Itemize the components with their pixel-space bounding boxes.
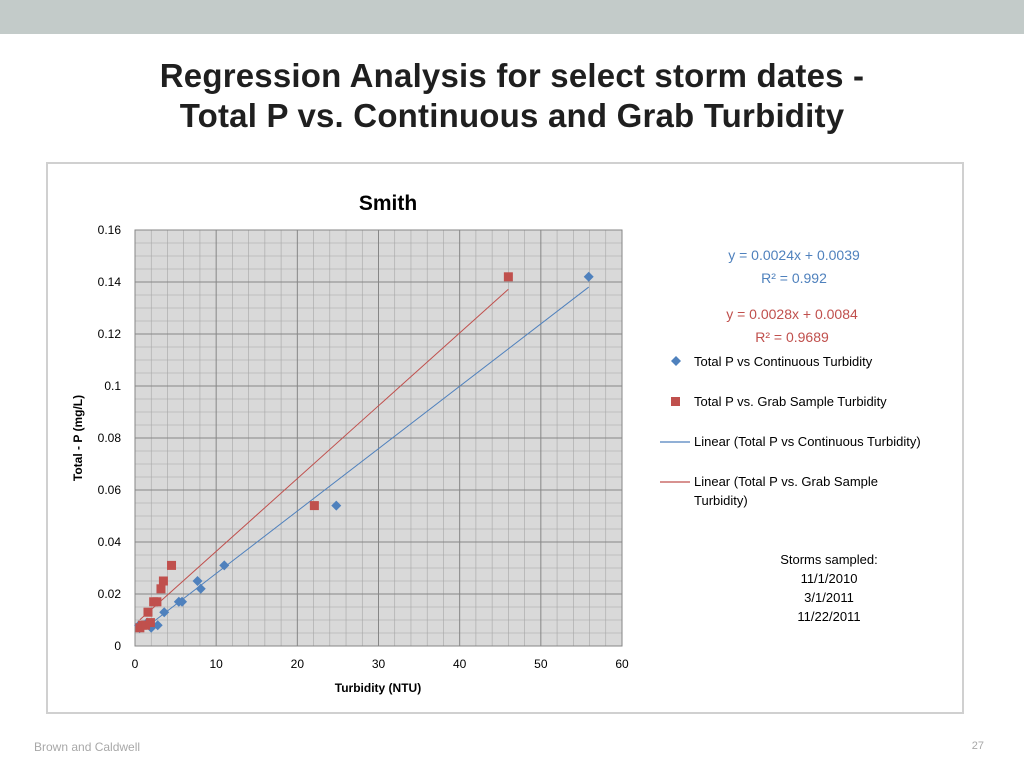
y-axis-ticks: 0 0.02 0.04 0.06 0.08 0.1 0.12 0.14 0.16 [98,223,122,653]
continuous-point [219,560,230,571]
slide-title-line-1: Regression Analysis for select storm dat… [159,57,865,94]
legend-label-grab: Total P vs. Grab Sample Turbidity [694,394,887,409]
continuous-point [195,583,206,594]
plot-border [134,229,623,647]
grab-point [152,597,162,607]
x-tick-label: 30 [372,657,386,671]
grab-point [156,584,166,594]
red-equation: y = 0.0028x + 0.0084 [726,306,858,322]
footer-company: Brown and Caldwell [34,740,141,754]
square-marker-icon [671,397,680,406]
x-tick-label: 40 [453,657,467,671]
grab-point [141,620,151,630]
grid-major [134,229,623,647]
blue-r2: R² = 0.992 [761,270,827,286]
continuous-point [331,500,342,511]
y-tick-label: 0.16 [98,223,122,237]
legend-entry-continuous: Total P vs Continuous Turbidity [671,354,873,369]
continuous-point [583,271,594,282]
trendline-grab [139,288,509,621]
grab-point [145,618,155,628]
legend: Total P vs Continuous Turbidity Total P … [660,354,921,508]
x-axis-ticks: 0 10 20 30 40 50 60 [132,657,629,671]
trend-lines [138,286,590,634]
red-r2: R² = 0.9689 [755,329,829,345]
continuous-point [177,596,188,607]
storm-date-2: 3/1/2011 [804,590,854,605]
slide-title-line-2: Total P vs. Continuous and Grab Turbidit… [179,97,845,134]
y-tick-label: 0.08 [98,431,122,445]
y-tick-label: 0 [114,639,121,653]
legend-label-linear-continuous: Linear (Total P vs Continuous Turbidity) [694,434,921,449]
regression-chart: Smith 0 10 20 30 40 50 60 0 0.02 0.04 0.06 0.08 0.1… [71,192,921,695]
trendline-continuous [138,286,590,634]
x-tick-label: 10 [209,657,223,671]
diamond-marker-icon [671,356,681,366]
x-tick-label: 0 [132,657,139,671]
storm-date-3: 11/22/2011 [797,609,860,624]
legend-entry-linear-grab: Linear (Total P vs. Grab Sample Turbidit… [660,474,878,508]
chart-title: Smith [359,192,417,215]
grab-point [167,560,177,570]
chart-frame: Smith 0 10 20 30 40 50 60 0 0.02 0.04 0.06 0.08 0.1… [46,162,964,714]
continuous-point [192,576,203,586]
legend-entry-linear-continuous: Linear (Total P vs Continuous Turbidity) [660,434,921,449]
grab-point [309,501,319,511]
data-markers [134,271,594,633]
storms-annotation: Storms sampled: 11/1/2010 3/1/2011 11/22… [780,552,878,624]
x-tick-label: 60 [615,657,629,671]
x-tick-label: 20 [291,657,305,671]
legend-entry-grab: Total P vs. Grab Sample Turbidity [671,394,887,409]
y-tick-label: 0.1 [104,379,121,393]
slide-title: Regression Analysis for select storm dat… [60,56,964,136]
x-axis-label: Turbidity (NTU) [335,681,421,695]
legend-label-continuous: Total P vs Continuous Turbidity [694,354,873,369]
storms-heading: Storms sampled: [780,552,878,567]
y-tick-label: 0.04 [98,535,122,549]
x-tick-label: 50 [534,657,548,671]
continuous-point [159,607,170,618]
grab-point [143,607,153,617]
legend-label-linear-grab-line-1: Linear (Total P vs. Grab Sample [694,474,878,489]
y-tick-label: 0.12 [98,327,122,341]
blue-equation: y = 0.0024x + 0.0039 [728,247,860,263]
grab-point [503,272,513,282]
grab-point [158,576,168,586]
storm-date-1: 11/1/2010 [801,571,858,586]
legend-label-linear-grab-line-2: Turbidity) [694,493,748,508]
y-tick-label: 0.06 [98,483,122,497]
y-tick-label: 0.14 [98,275,122,289]
page-number: 27 [971,740,984,752]
y-tick-label: 0.02 [98,587,122,601]
top-band [0,0,1024,34]
continuous-point [152,620,163,631]
y-axis-label: Total - P (mg/L) [71,395,85,481]
